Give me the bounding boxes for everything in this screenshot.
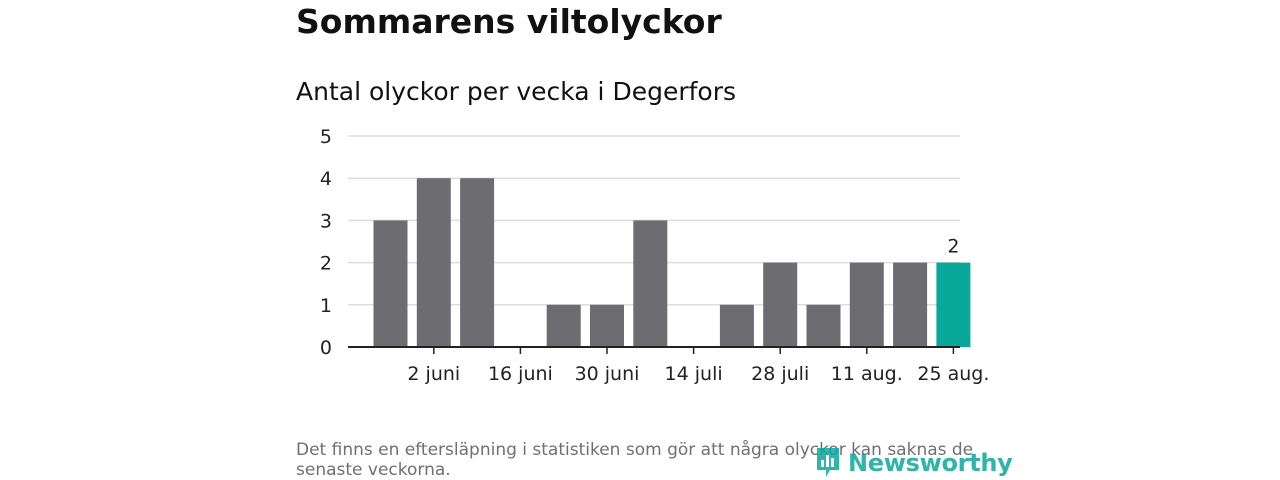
- y-tick-label: 3: [320, 210, 332, 232]
- x-tick-label: 16 juni: [488, 363, 553, 385]
- chart-title: Antal olyckor per vecka i Degerfors: [296, 77, 737, 106]
- footnote: Det finns en eftersläpning i statistiken…: [296, 440, 974, 480]
- bar: [633, 220, 668, 347]
- bar: [590, 304, 624, 347]
- x-tick-label: 14 juli: [665, 363, 723, 385]
- y-tick-label: 1: [320, 295, 332, 317]
- x-tick-label: 2 juni: [407, 363, 460, 385]
- data-label: 2: [947, 236, 959, 258]
- bar: [546, 304, 581, 347]
- bar: [893, 262, 928, 347]
- y-tick-label: 2: [320, 253, 332, 275]
- bar: [373, 220, 408, 347]
- bar: [460, 178, 495, 347]
- x-tick-label: 25 aug.: [917, 363, 989, 385]
- bar-highlight: [936, 262, 971, 347]
- newsworthy-logo[interactable]: Newsworthy: [814, 446, 1013, 480]
- y-tick-label: 0: [320, 337, 332, 359]
- bar: [416, 178, 451, 347]
- x-tick-label: 30 juni: [575, 363, 640, 385]
- logo-text: Newsworthy: [848, 449, 1013, 477]
- y-tick-label: 4: [320, 168, 332, 190]
- bar: [806, 304, 841, 347]
- y-tick-label: 5: [320, 126, 332, 148]
- x-tick-label: 11 aug.: [831, 363, 903, 385]
- y-axis-ticks: 0 1 2 3 4 5: [320, 126, 332, 359]
- x-tick-label: 28 juli: [751, 363, 809, 385]
- data-labels: 2: [947, 236, 959, 258]
- bar-chart: 0 1 2 3 4 5 2 juni 16 juni 30 juni 14 juli 28 jul…: [320, 126, 990, 385]
- bar: [719, 304, 754, 347]
- bar: [849, 262, 884, 347]
- bar: [763, 262, 798, 347]
- bars: [373, 178, 971, 347]
- bar-chart-logo-icon: [817, 448, 839, 477]
- page-title: Sommarens viltolyckor: [296, 2, 722, 41]
- x-axis: 2 juni 16 juni 30 juni 14 juli 28 juli 11 aug…: [348, 346, 989, 385]
